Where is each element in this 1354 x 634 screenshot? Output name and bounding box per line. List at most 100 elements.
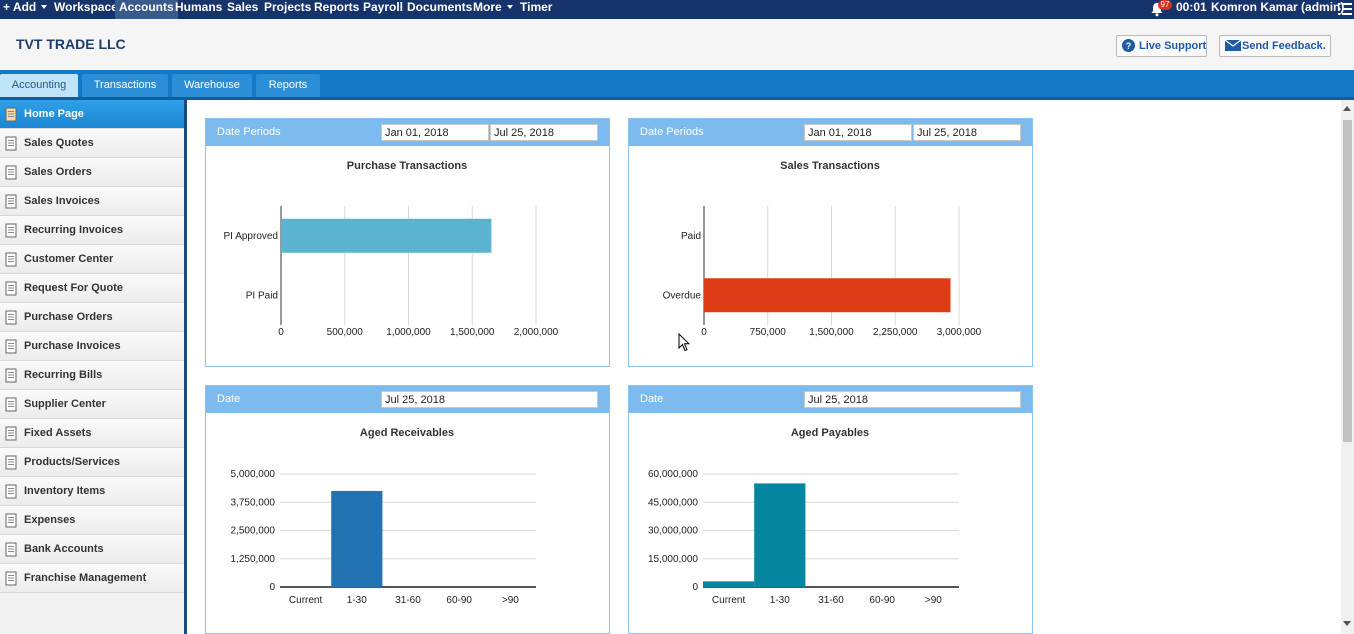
sidebar-item-supplier-center[interactable]: Supplier Center [0,390,184,419]
sidebar-item-label: Inventory Items [24,485,106,497]
tab-accounting[interactable]: Accounting [0,74,78,97]
sidebar-item-inventory-items[interactable]: Inventory Items [0,477,184,506]
sidebar-item-purchase-invoices[interactable]: Purchase Invoices [0,332,184,361]
tab-reports[interactable]: Reports [256,74,320,97]
y-tick-label: 3,750,000 [231,497,276,508]
add-menu[interactable]: + Add [3,0,48,19]
sidebar-item-recurring-invoices[interactable]: Recurring Invoices [0,216,184,245]
notification-badge: 97 [1158,0,1172,10]
send-feedback-label: Send Feedback. [1242,40,1326,52]
date-label: Date [640,393,664,405]
sidebar-item-products-services[interactable]: Products/Services [0,448,184,477]
sidebar: Home Page Sales Quotes Sales Orders Sales I… [0,100,184,634]
sidebar-item-customer-center[interactable]: Customer Center [0,245,184,274]
nav-payroll[interactable]: Payroll [363,0,404,14]
sidebar-item-label: Recurring Bills [24,369,103,381]
panel-header: Date [206,386,609,413]
x-category-label: 31-60 [395,595,421,606]
nav-projects[interactable]: Projects [264,0,312,14]
scrollbar-thumb[interactable] [1343,120,1352,442]
start-date-input[interactable] [804,124,912,141]
sidebar-item-sales-invoices[interactable]: Sales Invoices [0,187,184,216]
sidebar-item-purchase-orders[interactable]: Purchase Orders [0,303,184,332]
sidebar-item-franchise-management[interactable]: Franchise Management [0,564,184,593]
y-tick-label: 0 [269,582,275,593]
sidebar-item-home-page[interactable]: Home Page [0,100,184,129]
y-tick-label: 30,000,000 [648,526,698,537]
document-icon [5,484,17,499]
y-tick-label: 45,000,000 [648,497,698,508]
sidebar-item-label: Products/Services [24,456,120,468]
sidebar-item-label: Supplier Center [24,398,106,410]
y-tick-label: 1,250,000 [231,554,276,565]
x-tick-label: 2,000,000 [514,327,559,338]
home-icon [5,107,17,122]
sales-transactions-chart: Sales Transactions 0 750,000 1,500,000 2,250… [663,160,982,338]
tab-warehouse[interactable]: Warehouse [172,74,252,97]
bar [703,581,755,587]
sidebar-item-label: Expenses [24,514,76,526]
aged-payables-chart: Aged Payables 0 15,000,000 30,000,000 45,000… [648,427,959,606]
x-category-label: Current [712,595,746,606]
sidebar-item-recurring-bills[interactable]: Recurring Bills [0,361,184,390]
sidebar-item-label: Customer Center [24,253,114,265]
document-icon [5,426,17,441]
y-category-label: PI Approved [224,231,278,242]
bar [281,218,492,253]
chart-title: Aged Payables [791,427,869,439]
nav-accounts[interactable]: Accounts [115,0,178,19]
date-input[interactable] [804,391,1021,408]
y-tick-label: 0 [692,582,698,593]
document-icon [5,194,17,209]
chevron-down-icon [41,5,48,9]
end-date-input[interactable] [913,124,1021,141]
user-menu[interactable]: Komron Kamar (admin) [1211,0,1345,14]
purchase-transactions-panel: Date Periods Purchase Transactions 0 500,0… [205,118,610,367]
nav-reports[interactable]: Reports [314,0,360,14]
sidebar-item-label: Home Page [24,108,84,120]
list-menu-icon[interactable] [1338,2,1352,16]
send-feedback-button[interactable]: Send Feedback. [1219,35,1331,57]
document-icon [5,281,17,296]
mouse-cursor-icon [678,333,690,352]
sidebar-item-bank-accounts[interactable]: Bank Accounts [0,535,184,564]
date-label: Date [217,393,241,405]
aged-receivables-panel: Date Aged Receivables 0 1,250,000 2,500,000… [205,385,610,634]
tab-transactions[interactable]: Transactions [82,74,168,97]
sidebar-divider [184,100,187,634]
scroll-up-icon[interactable] [1343,106,1351,111]
document-icon [5,542,17,557]
sidebar-item-fixed-assets[interactable]: Fixed Assets [0,419,184,448]
document-icon [5,368,17,383]
x-category-label: >90 [502,595,519,606]
panel-header: Date Periods [629,119,1032,146]
nav-sales[interactable]: Sales [227,0,259,14]
sidebar-item-label: Bank Accounts [24,543,104,555]
nav-workspace[interactable]: Workspace [54,0,118,14]
nav-humans[interactable]: Humans [175,0,223,14]
chart-title: Aged Receivables [360,427,454,439]
sidebar-item-request-for-quote[interactable]: Request For Quote [0,274,184,303]
sidebar-item-label: Franchise Management [24,572,147,584]
scroll-down-icon[interactable] [1343,621,1351,626]
live-support-label: Live Support [1139,40,1207,52]
live-support-button[interactable]: ? Live Support [1116,35,1207,57]
aged-payables-panel: Date Aged Payables 0 15,000,000 30,000,000 4… [628,385,1033,634]
start-date-input[interactable] [381,124,489,141]
bar [331,490,383,587]
purchase-transactions-chart: Purchase Transactions 0 500,000 1,000,000 1,… [224,160,559,338]
sidebar-item-label: Sales Orders [24,166,92,178]
date-input[interactable] [381,391,598,408]
end-date-input[interactable] [490,124,598,141]
nav-documents[interactable]: Documents [407,0,473,14]
add-label: + Add [3,0,37,14]
bar [754,483,806,587]
document-icon [5,252,17,267]
nav-timer[interactable]: Timer [520,0,553,14]
y-tick-label: 2,500,000 [231,526,276,537]
sidebar-item-sales-quotes[interactable]: Sales Quotes [0,129,184,158]
document-icon [5,339,17,354]
sidebar-item-sales-orders[interactable]: Sales Orders [0,158,184,187]
sidebar-item-expenses[interactable]: Expenses [0,506,184,535]
nav-more[interactable]: More [473,0,513,19]
